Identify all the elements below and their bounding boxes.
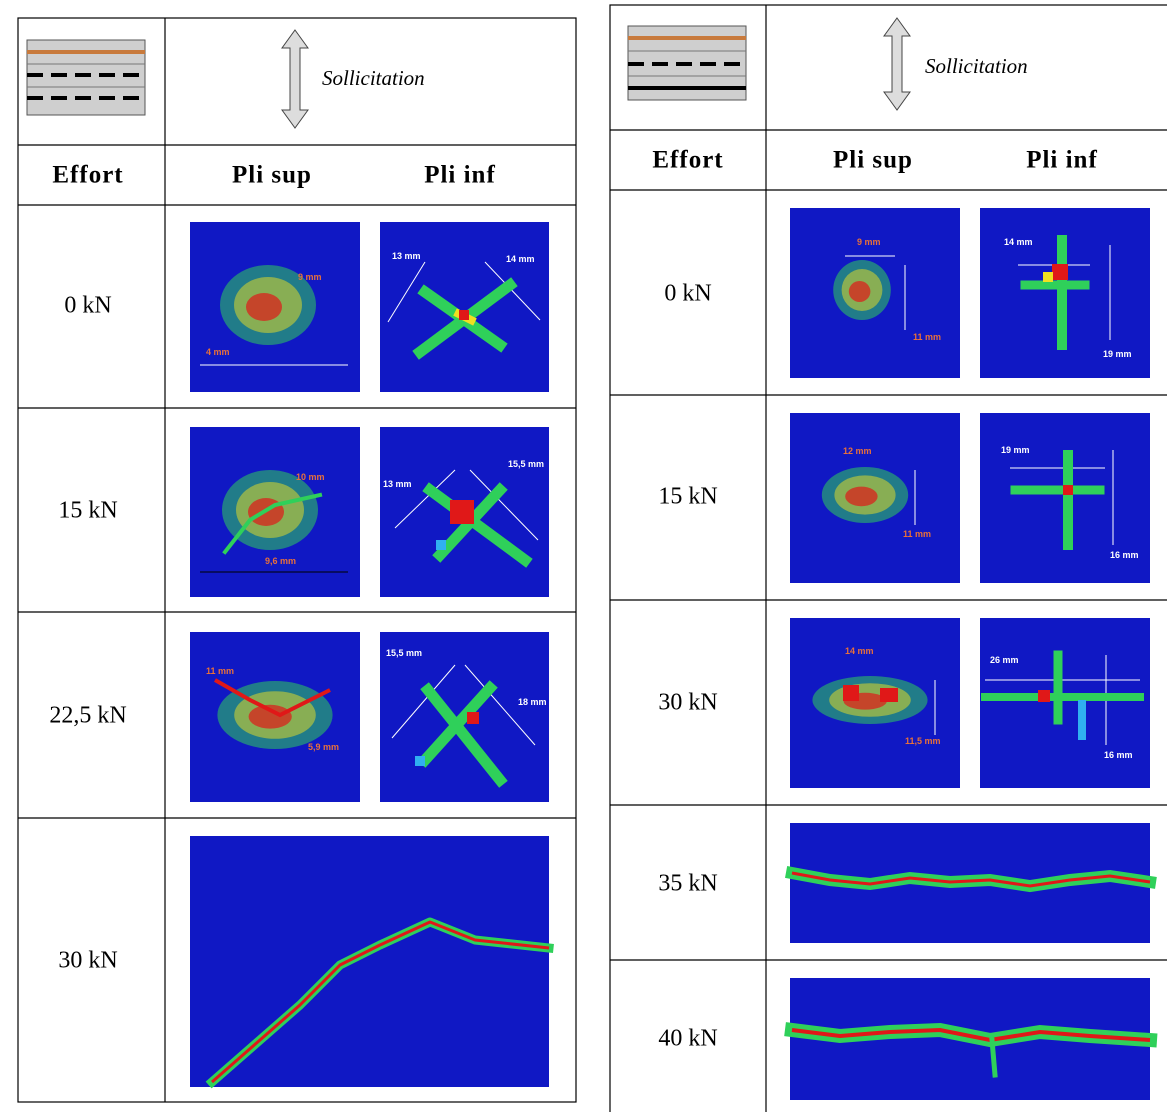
- sollicitation: Sollicitation: [925, 54, 1028, 78]
- table-border: [609, 4, 1167, 1112]
- effort: 30 kN: [658, 690, 717, 716]
- load-arrow: [883, 17, 911, 111]
- header-effort: Effort: [52, 162, 123, 189]
- image-pli-sup: 14 mm 11,5 mm: [790, 618, 960, 788]
- image-label: 26 mm: [990, 655, 1019, 665]
- effort: 0 kN: [664, 281, 711, 307]
- image-label: 18 mm: [518, 697, 547, 707]
- image-label: 19 mm: [1103, 349, 1132, 359]
- effort: 40 kN: [658, 1026, 717, 1052]
- image-label: 14 mm: [506, 254, 535, 264]
- image-pli-inf: 13 mm 15,5 mm: [380, 427, 549, 597]
- effort: 15 kN: [58, 498, 117, 524]
- image-label: 9 mm: [298, 272, 322, 282]
- image-label: 9,6 mm: [265, 556, 296, 566]
- left-table: Sollicitation Effort Pli sup Pli inf 0 k…: [17, 17, 577, 1103]
- image-label: 13 mm: [392, 251, 421, 261]
- image-label: 13 mm: [383, 479, 412, 489]
- image-label: 11 mm: [913, 332, 941, 342]
- load-arrow: [281, 29, 309, 129]
- image-pli-inf: 13 mm 14 mm: [380, 222, 549, 392]
- effort: 0 kN: [64, 293, 111, 319]
- image-crack: [784, 978, 1158, 1100]
- image-label: 11,5 mm: [905, 736, 941, 746]
- header-pli-inf: Pli inf: [424, 162, 496, 189]
- image-pli-inf: 19 mm 16 mm: [980, 413, 1150, 583]
- image-pli-sup: 12 mm 11 mm: [790, 413, 960, 583]
- image-label: 14 mm: [845, 646, 874, 656]
- image-label: 5,9 mm: [308, 742, 339, 752]
- image-label: 19 mm: [1001, 445, 1030, 455]
- image-crack: [785, 823, 1157, 943]
- effort: 22,5 kN: [49, 703, 126, 729]
- image-label: 16 mm: [1110, 550, 1139, 560]
- image-label: 11 mm: [206, 666, 234, 676]
- image-label: 16 mm: [1104, 750, 1133, 760]
- effort: 15 kN: [658, 484, 717, 510]
- table-border: [17, 17, 577, 1103]
- image-pli-sup: 10 mm 9,6 mm: [190, 427, 360, 597]
- right-table: Sollicitation Effort Pli sup Pli inf 0 k…: [609, 4, 1167, 1112]
- image-label: 9 mm: [857, 237, 881, 247]
- image-label: 11 mm: [903, 529, 931, 539]
- header-pli-sup: Pli sup: [232, 162, 312, 189]
- header-effort: Effort: [652, 147, 723, 174]
- laminate-icon: [26, 39, 146, 116]
- image-pli-sup: 11 mm 5,9 mm: [190, 632, 360, 802]
- image-pli-sup: 9 mm 11 mm: [790, 208, 960, 378]
- image-label: 15,5 mm: [386, 648, 422, 658]
- header-pli-inf: Pli inf: [1026, 147, 1098, 174]
- image-pli-inf: 14 mm 19 mm: [980, 208, 1150, 378]
- effort: 30 kN: [58, 948, 117, 974]
- image-label: 15,5 mm: [508, 459, 544, 469]
- laminate-icon: [627, 25, 747, 101]
- image-label: 14 mm: [1004, 237, 1033, 247]
- header-pli-sup: Pli sup: [833, 147, 913, 174]
- image-label: 12 mm: [843, 446, 872, 456]
- image-pli-inf: 15,5 mm 18 mm: [380, 632, 549, 802]
- image-label: 10 mm: [296, 472, 325, 482]
- image-crack: [190, 836, 554, 1089]
- effort: 35 kN: [658, 871, 717, 897]
- image-pli-inf: 26 mm 16 mm: [980, 618, 1150, 788]
- sollicitation: Sollicitation: [322, 66, 425, 90]
- image-pli-sup: 9 mm 4 mm: [190, 222, 360, 392]
- image-label: 4 mm: [206, 347, 230, 357]
